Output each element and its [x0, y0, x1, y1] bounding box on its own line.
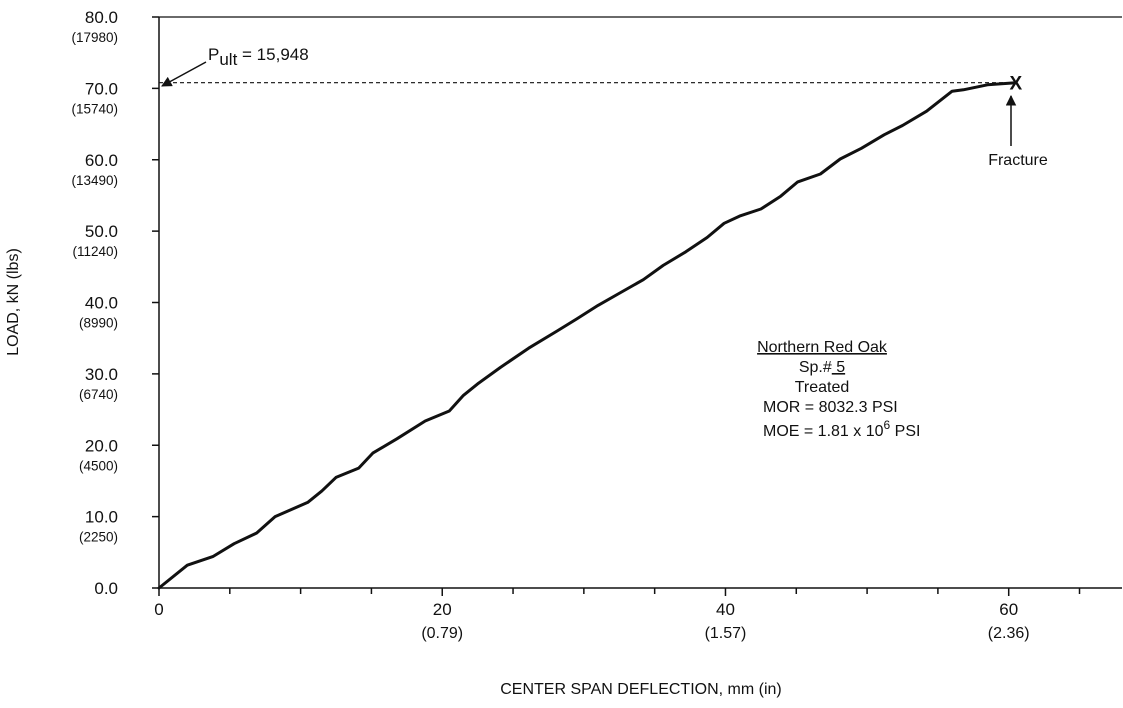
- pult-arrow: [161, 61, 207, 87]
- x-tick-label: 0: [154, 600, 163, 619]
- y-tick-label: 20.0: [85, 436, 118, 455]
- moe-exponent: 6: [884, 418, 891, 432]
- y-tick-sublabel: (11240): [72, 244, 118, 259]
- y-tick-sublabel: (8990): [79, 316, 118, 331]
- y-tick-sublabel: (6740): [79, 387, 118, 402]
- x-tick-sublabel: (0.79): [421, 625, 463, 642]
- x-axis-ticks: 0 20 (0.79) 40 (1.57) 60 (2.36): [154, 588, 1081, 642]
- y-tick-label: 50.0: [85, 222, 118, 241]
- moe-value: MOE = 1.81 x 106 PSI: [763, 418, 920, 440]
- y-tick-sublabel: (17980): [71, 30, 118, 45]
- y-tick-sublabel: (15740): [71, 101, 118, 116]
- pult-value: = 15,948: [237, 45, 308, 64]
- y-axis-title: LOAD, kN (lbs): [5, 248, 22, 356]
- fracture-label: Fracture: [988, 152, 1048, 169]
- fracture-point-marker: X: [1009, 74, 1022, 95]
- x-tick-label: 20: [433, 600, 452, 619]
- mor-value: MOR = 8032.3 PSI: [763, 399, 898, 416]
- treatment-label: Treated: [795, 379, 850, 396]
- y-tick-label: 80.0: [85, 8, 118, 27]
- y-tick-sublabel: (13490): [71, 173, 118, 188]
- x-tick-sublabel: (1.57): [705, 625, 747, 642]
- y-tick-label: 0.0: [94, 579, 118, 598]
- specimen-name: Northern Red Oak: [757, 339, 888, 356]
- y-tick-label: 10.0: [85, 508, 118, 527]
- x-axis-title: CENTER SPAN DEFLECTION, mm (in): [500, 681, 782, 698]
- y-tick-label: 70.0: [85, 79, 118, 98]
- pult-subscript: ult: [219, 50, 237, 69]
- x-tick-label: 40: [716, 600, 735, 619]
- specimen-number-prefix: Sp.#: [799, 359, 832, 376]
- y-tick-label: 30.0: [85, 365, 118, 384]
- y-axis-ticks: 0.0 10.0 (2250) 20.0 (4500) 30.0 (6740) 40.0 (89…: [71, 8, 159, 598]
- x-tick-label: 60: [999, 600, 1018, 619]
- specimen-number: Sp.# 5: [799, 359, 845, 376]
- specimen-number-value: 5: [832, 359, 845, 376]
- pult-label: Pult = 15,948: [208, 45, 309, 69]
- moe-prefix: MOE = 1.81 x 10: [763, 423, 884, 440]
- pult-symbol: P: [208, 45, 219, 64]
- load-deflection-curve: [157, 81, 1018, 590]
- x-tick-sublabel: (2.36): [988, 625, 1030, 642]
- y-tick-label: 40.0: [85, 294, 118, 313]
- moe-suffix: PSI: [890, 423, 920, 440]
- y-tick-sublabel: (2250): [79, 530, 118, 545]
- y-tick-sublabel: (4500): [79, 458, 118, 473]
- y-tick-label: 60.0: [85, 151, 118, 170]
